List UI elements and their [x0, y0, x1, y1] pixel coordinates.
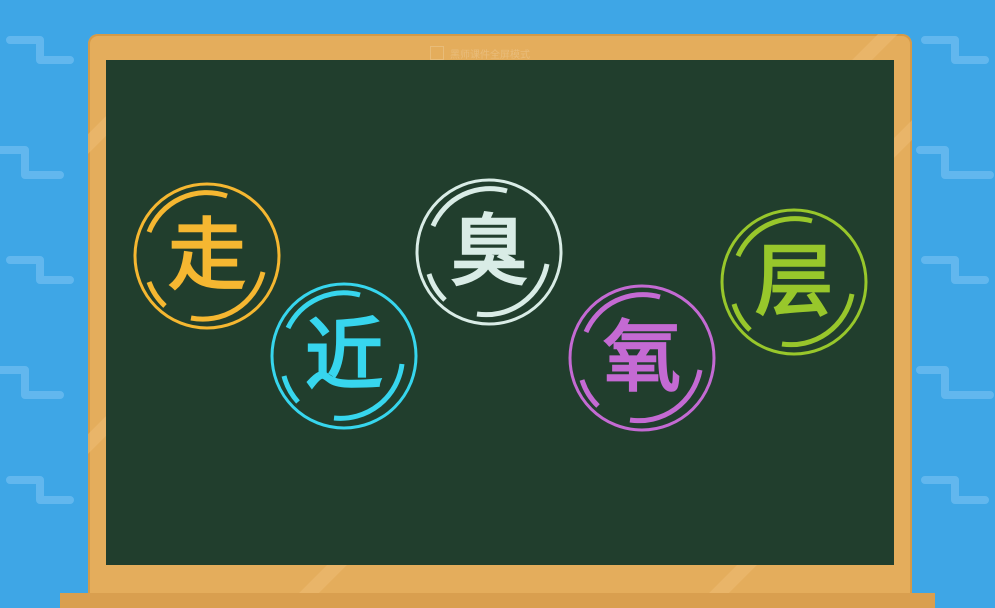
char-2: 近: [304, 311, 383, 401]
badge-ring-2: [270, 282, 418, 430]
char-1: 走: [167, 211, 246, 301]
badge-ring-5: [720, 208, 868, 356]
badge-ring-3: [415, 178, 563, 326]
badge-ring-1: [133, 182, 281, 330]
char-4: 氧: [602, 313, 681, 403]
char-badge-5: 层: [718, 206, 870, 358]
watermark-icon: [430, 46, 444, 60]
char-badge-4: 氧: [566, 282, 718, 434]
chalkboard-ledge: [60, 593, 935, 608]
char-3: 臭: [449, 207, 528, 297]
char-5: 层: [754, 237, 833, 327]
watermark-text: 黑师课件全屏模式: [450, 49, 530, 61]
char-badge-2: 近: [268, 280, 420, 432]
char-badge-1: 走: [131, 180, 283, 332]
badge-ring-4: [568, 284, 716, 432]
char-badge-3: 臭: [413, 176, 565, 328]
watermark: 黑师课件全屏模式: [430, 44, 530, 62]
